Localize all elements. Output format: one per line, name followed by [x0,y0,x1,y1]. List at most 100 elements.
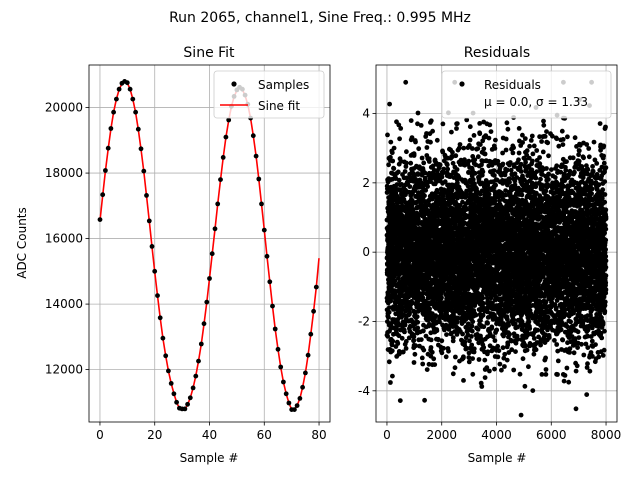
residual-point [396,122,402,128]
sample-point [209,251,215,257]
residual-point [481,324,487,330]
residual-point [492,366,497,372]
residual-point [511,367,517,373]
sine-fit-title: Sine Fit [183,45,235,61]
residual-point [422,175,428,181]
sine-fit-axes: Sine Fit 0 20 40 60 801200014000160001800020… [15,45,331,465]
residual-point [462,157,467,163]
residual-point [507,160,513,165]
residual-point [388,380,393,385]
residual-point [439,338,445,344]
residual-point [431,167,437,173]
residual-point [510,150,516,156]
residual-point [464,117,470,123]
residual-point [387,101,392,107]
residual-point [458,157,464,163]
residual-point [395,169,401,175]
residual-point [516,125,522,131]
residual-point [461,378,466,383]
sample-point [193,373,199,379]
residual-point [461,354,466,360]
sample-point [223,134,229,140]
residual-point [494,327,500,333]
sample-point [283,391,289,397]
residual-point [470,356,475,361]
residual-point [480,295,486,301]
residual-point [466,350,472,356]
sample-point [141,168,147,174]
residual-point [400,305,405,310]
residual-point [467,124,473,130]
residual-point [388,323,394,328]
residual-point [438,311,444,317]
sample-point [157,315,163,321]
residual-point [430,128,435,134]
residual-point [462,339,468,345]
residual-point [385,333,391,339]
residual-point [454,126,459,131]
residual-point [415,172,421,177]
residual-point [467,143,472,148]
sine-fit-legend-box [213,70,325,119]
residual-point [506,322,511,328]
residual-point [476,357,482,362]
residual-point [426,321,432,327]
residual-point [516,150,522,156]
residual-point [466,158,472,164]
sample-point [97,217,103,223]
residual-point [431,356,437,362]
residual-point [470,371,476,377]
residual-point [434,137,440,143]
sample-point [160,335,166,341]
residual-point [415,121,420,127]
residual-point [464,345,469,351]
residual-point [507,331,512,337]
sine-fit-ylabel: ADC Counts [15,207,29,279]
sine-fit-ytick-label: 12000 [45,363,83,377]
residual-point [493,137,498,143]
residual-point [432,362,438,367]
sample-point [124,80,130,86]
sample-point [144,193,149,198]
residual-point [386,309,392,315]
residual-point [505,126,511,132]
residual-point [479,162,484,168]
residual-point [407,184,413,190]
residual-point [397,136,402,142]
residual-point [445,314,450,319]
sample-point [198,341,204,347]
residual-point [397,398,403,403]
residual-point [492,338,498,343]
residual-point [428,118,434,124]
residual-point [486,135,492,141]
residual-point [511,145,516,151]
residual-point [467,137,473,143]
sample-point [292,407,297,412]
sample-point [264,253,270,259]
residuals-series [384,79,609,418]
residual-point [396,333,402,339]
residual-point [435,214,441,220]
residual-point [440,121,446,127]
sample-point [275,346,281,352]
residual-point [445,166,451,172]
residual-point [497,361,503,367]
sample-point [108,126,114,131]
residual-point [496,348,502,354]
residual-point [454,167,460,172]
residual-point [453,354,458,360]
residual-point [495,354,501,360]
residual-point [454,121,460,126]
sample-point [278,364,284,370]
residual-point [513,349,518,354]
residual-point [423,333,429,339]
sine-fit-xtick-label: 40 [202,428,217,442]
residual-point [482,375,488,380]
sine-fit-ytick-label: 20000 [45,101,83,115]
sample-point [270,303,275,309]
residual-point [441,345,446,351]
sample-point [171,391,177,397]
residual-point [470,177,476,182]
residual-point [421,328,426,334]
residual-point [390,158,396,164]
